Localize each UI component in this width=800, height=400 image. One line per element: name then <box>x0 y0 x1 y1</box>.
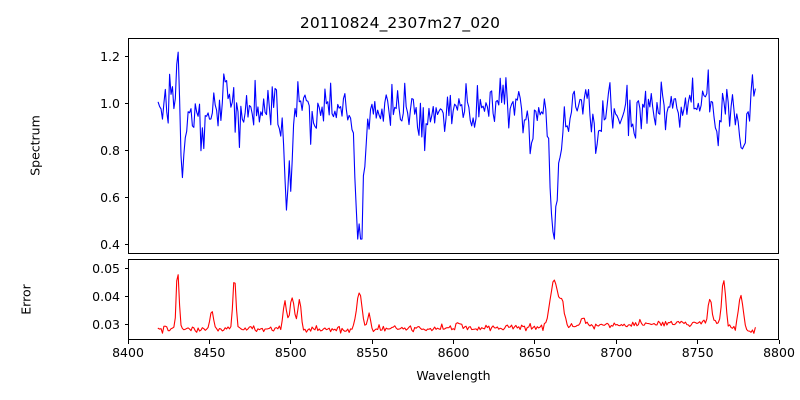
error-ytick-label-0: 0.03 <box>92 316 120 332</box>
tick-mark <box>778 340 780 344</box>
tick-mark <box>208 340 210 344</box>
tick-mark <box>124 103 128 105</box>
spectrum-ytick-label-4: 1.2 <box>100 48 120 64</box>
spectrum-y-axis-label: Spectrum <box>27 115 43 176</box>
error-y-axis-label: Error <box>18 284 34 315</box>
error-ytick-label-2: 0.05 <box>92 260 120 276</box>
xtick-label-6: 8700 <box>600 345 633 360</box>
xtick-label-1: 8450 <box>193 345 226 360</box>
tick-mark <box>124 56 128 58</box>
tick-mark <box>127 340 129 344</box>
xtick-label-7: 8750 <box>681 345 714 360</box>
xtick-label-0: 8400 <box>112 345 144 360</box>
xtick-label-2: 8500 <box>274 345 307 360</box>
tick-mark <box>124 197 128 199</box>
tick-mark <box>615 340 617 344</box>
tick-mark <box>371 340 373 344</box>
spectrum-plot-area <box>157 51 756 240</box>
error-data-line <box>157 274 756 334</box>
spectrum-ytick-label-0: 0.4 <box>100 236 120 252</box>
tick-mark <box>124 244 128 246</box>
tick-mark <box>124 150 128 152</box>
tick-mark <box>697 340 699 344</box>
figure-title: 20110824_2307m27_020 <box>299 14 501 32</box>
error-ytick-label-1: 0.04 <box>92 288 120 304</box>
spectrum-data-line <box>157 51 756 240</box>
error-plot-area <box>157 274 756 334</box>
tick-mark <box>124 268 128 270</box>
tick-mark <box>290 340 292 344</box>
spectrum-ytick-label-2: 0.8 <box>100 142 120 158</box>
x-axis-label: Wavelength <box>416 368 491 383</box>
spectrum-ytick-label-3: 1.0 <box>100 95 120 111</box>
xtick-label-8: 8800 <box>763 345 795 360</box>
xtick-label-4: 8600 <box>437 345 470 360</box>
spectrum-panel <box>128 38 779 254</box>
xtick-label-3: 8550 <box>356 345 389 360</box>
tick-mark <box>453 340 455 344</box>
xtick-label-5: 8650 <box>518 345 551 360</box>
tick-mark <box>124 324 128 326</box>
tick-mark <box>534 340 536 344</box>
spectrum-ytick-label-1: 0.6 <box>100 189 120 205</box>
tick-mark <box>124 296 128 298</box>
error-panel <box>128 259 779 340</box>
